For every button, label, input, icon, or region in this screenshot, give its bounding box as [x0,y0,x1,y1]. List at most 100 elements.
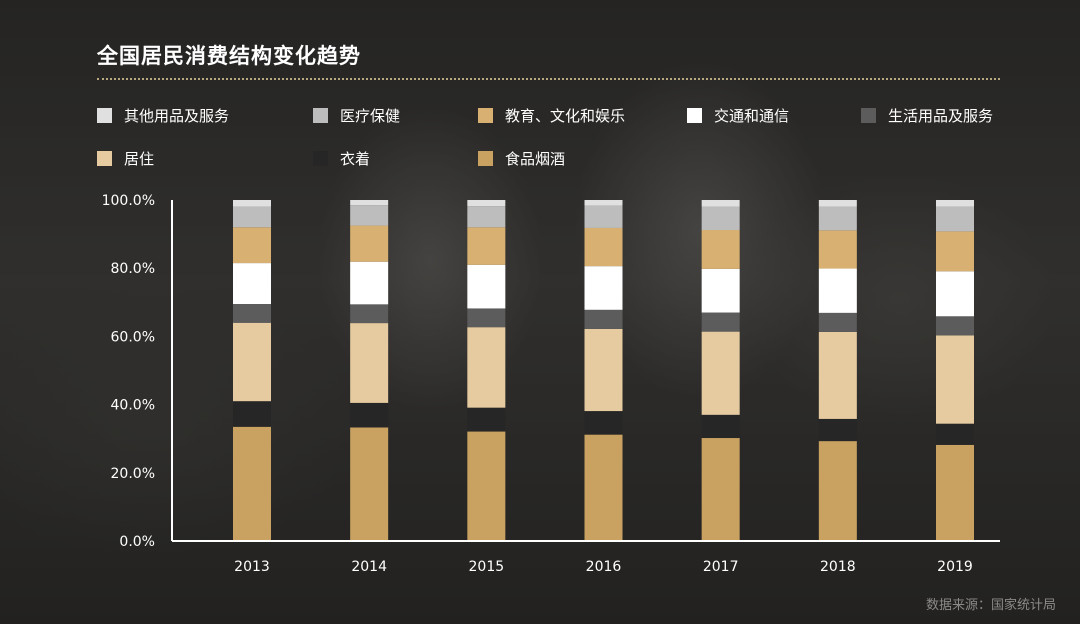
bar-segment [936,423,974,445]
legend-item: 生活用品及服务 [861,105,993,125]
bar-segment [233,200,271,207]
legend-label: 食品烟酒 [505,149,566,168]
bar-segment [936,200,974,207]
legend-item: 交通和通信 [687,105,789,125]
bar-segment [818,200,857,207]
bar-segment [818,418,857,442]
bar-segment [584,200,623,206]
legend-label: 居住 [124,149,155,168]
legend-swatch [97,150,112,166]
bar-segment [350,225,389,262]
chart-title: 全国居民消费结构变化趋势 [97,44,361,68]
legend-swatch [313,150,328,166]
legend-item: 居住 [97,148,154,168]
x-tick-label: 2018 [820,559,856,575]
legend-label: 生活用品及服务 [888,106,994,125]
bar-segment [701,268,740,313]
x-tick-label: 2016 [586,559,622,575]
bar-segment [350,323,389,403]
bar-segment [818,268,857,313]
legend-swatch [97,107,112,123]
bar-segment [467,227,506,265]
bar-segment [350,402,389,428]
x-tick-label: 2019 [937,559,973,575]
x-tick-label: 2013 [234,559,270,575]
legend-item: 食品烟酒 [478,148,565,168]
bar-segment [584,411,623,435]
bar-stacks [233,200,974,541]
bar-segment [818,230,857,269]
bar-segment [584,434,623,541]
legend-swatch [861,107,876,123]
y-axis-ticks: 0.0% 20.0% 40.0% 60.0% 80.0% 100.0% [102,193,155,550]
legend-swatch [313,107,328,123]
bar-segment [584,266,623,310]
bar-segment [936,271,974,317]
legend-item: 教育、文化和娱乐 [478,105,625,125]
bar-segment [936,335,974,424]
bar-segment [701,438,740,541]
bar-segment [818,331,857,419]
legend-label: 教育、文化和娱乐 [505,106,626,125]
bar-segment [584,309,623,329]
y-tick-label: 100.0% [102,193,155,209]
legend-item: 医疗保健 [313,105,400,125]
source-note: 数据来源：国家统计局 [925,598,1056,613]
bar-segment [584,328,623,412]
bar-segment [584,205,623,228]
legend-swatch [478,107,493,123]
bar-segment [818,441,857,541]
bar-segment [350,427,389,541]
bar-segment [701,331,740,415]
bar-segment [233,401,271,427]
title-divider [97,78,1000,80]
bar-segment [467,431,506,541]
y-tick-label: 20.0% [111,466,155,482]
y-tick-label: 0.0% [119,534,155,550]
legend-label: 其他用品及服务 [124,106,230,125]
bar-segment [467,308,506,328]
legend-label: 衣着 [340,149,371,168]
bar-segment [233,263,271,305]
y-tick-label: 40.0% [111,398,155,414]
bar-segment [936,316,974,336]
bar-segment [701,312,740,332]
bar-segment [818,312,857,332]
bar-segment [467,327,506,408]
bar-segment [467,200,506,207]
bar-segment [936,206,974,232]
legend-item: 衣着 [313,148,370,168]
bar-segment [467,264,506,309]
bar-segment [701,414,740,439]
x-tick-label: 2015 [469,559,505,575]
x-axis-ticks: 2013 2014 2015 2016 2017 2018 2019 [234,559,973,575]
bar-segment [233,426,271,541]
bar-segment [233,206,271,228]
bar-segment [350,205,389,226]
bar-segment [467,206,506,228]
bar-segment [350,261,389,305]
legend-label: 医疗保健 [340,106,401,125]
y-tick-label: 60.0% [111,329,155,345]
bar-segment [350,200,389,206]
legend-label: 交通和通信 [714,106,790,125]
bar-segment [584,227,623,267]
bar-segment [467,407,506,432]
legend-swatch [687,107,702,123]
bar-segment [818,206,857,231]
x-tick-label: 2014 [351,559,387,575]
legend-swatch [478,150,493,166]
y-tick-label: 80.0% [111,261,155,277]
bar-segment [936,231,974,272]
bar-segment [233,304,271,323]
x-tick-label: 2017 [703,559,739,575]
bar-segment [936,444,974,541]
bar-segment [350,304,389,324]
bar-segment [233,227,271,264]
legend-item: 其他用品及服务 [97,105,229,125]
bar-segment [701,206,740,231]
bar-segment [701,230,740,269]
